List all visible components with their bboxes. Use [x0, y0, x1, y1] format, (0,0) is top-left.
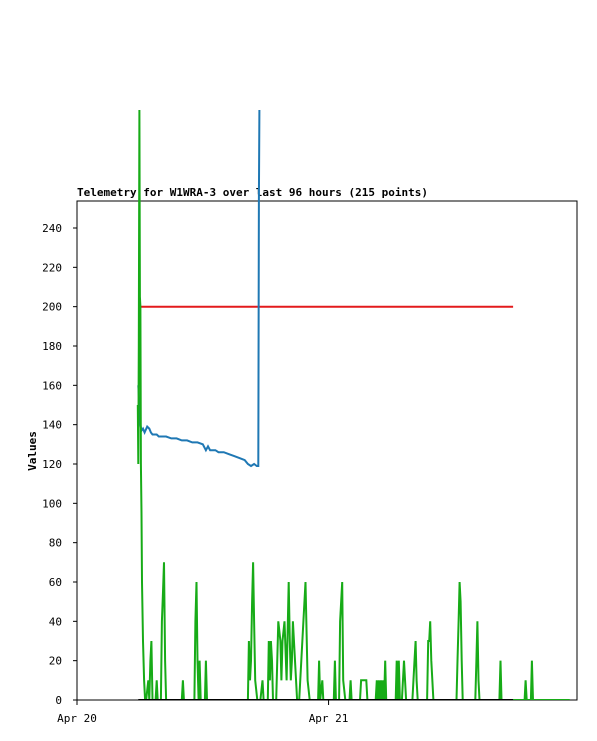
series-line-2: [136, 109, 570, 700]
y-tick-label: 100: [42, 497, 62, 510]
y-tick-label: 20: [49, 655, 62, 668]
chart-title: Telemetry for W1WRA-3 over last 96 hours…: [77, 186, 428, 199]
y-tick-label: 220: [42, 261, 62, 274]
x-tick-label: Apr 20: [57, 712, 97, 725]
y-tick-label: 160: [42, 379, 62, 392]
y-axis-label: Values: [26, 431, 39, 471]
y-tick-label: 120: [42, 458, 62, 471]
y-tick-label: 140: [42, 419, 62, 432]
y-tick-label: 60: [49, 576, 62, 589]
y-tick-label: 40: [49, 615, 62, 628]
plot-frame: [76, 200, 578, 701]
y-tick-label: 200: [42, 301, 62, 314]
y-tick-label: 180: [42, 340, 62, 353]
x-tick-label: Apr 21: [309, 712, 349, 725]
series-line-1: [137, 109, 261, 468]
y-tick-label: 80: [49, 537, 62, 550]
y-tick-label: 0: [55, 694, 62, 707]
axis-layer: 0 20 40 60 80 100 120 140 160 180 200 220 240 Apr 20 A…: [42, 222, 348, 725]
y-tick-label: 240: [42, 222, 62, 235]
series-layer: [136, 109, 570, 700]
